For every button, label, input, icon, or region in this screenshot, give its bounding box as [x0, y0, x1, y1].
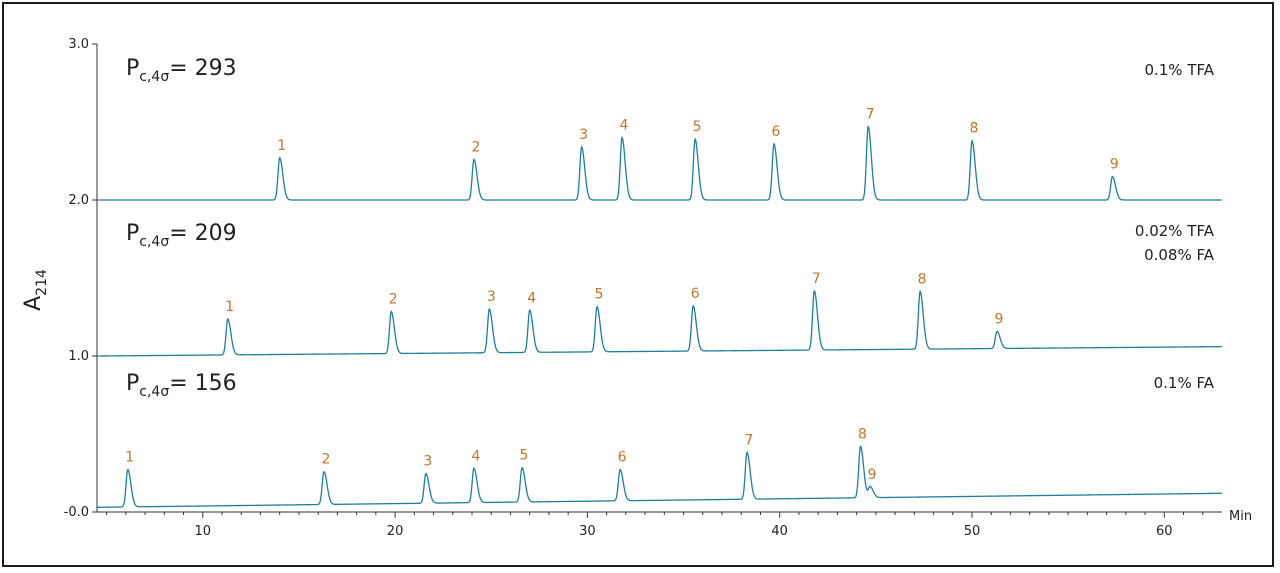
peak-label: 1 [277, 138, 286, 154]
plate-count-label: Pc,4σ= 209 [126, 221, 237, 250]
peak-label: 9 [868, 467, 877, 483]
peak-label: 3 [579, 127, 588, 143]
series-line [97, 125, 1222, 201]
peak-label: 2 [471, 139, 480, 155]
mobile-phase-label: 0.1% FA [1154, 374, 1215, 392]
peak-label: 2 [389, 291, 398, 307]
x-tick-label: 20 [387, 524, 404, 539]
peak-label: 6 [771, 124, 780, 140]
x-tick-label: 30 [579, 524, 596, 539]
plate-count-label: Pc,4σ= 156 [126, 371, 237, 400]
axes [96, 44, 1222, 513]
x-ticks: 10 20 30 40 50 60 [106, 512, 1204, 539]
x-tick-label: 40 [771, 524, 788, 539]
x-tick-label: 10 [194, 524, 211, 539]
peak-label: 5 [595, 287, 604, 303]
y-tick-label: -0.0 [64, 505, 89, 520]
x-axis-label: Min [1229, 509, 1252, 524]
peak-label: 8 [858, 426, 867, 442]
mobile-phase-label: 0.1% TFA [1144, 61, 1214, 79]
annotations: 1 2 3 4 5 6 7 8 9 Pc,4σ= 293 0.1% TFA 1 2 3 4 5 6 7 8 9 Pc,4… [125, 56, 1214, 483]
x-tick-label: 50 [964, 524, 981, 539]
peak-label: 3 [487, 289, 496, 305]
traces [96, 125, 1223, 508]
peak-label: 8 [970, 121, 979, 137]
y-axis-label: A214 [21, 269, 50, 311]
y-axis-label-sub: 214 [34, 269, 50, 296]
peak-label: 4 [527, 290, 536, 306]
y-tick-label: 2.0 [68, 193, 89, 208]
y-ticks: -0.0 1.0 2.0 3.0 [64, 37, 97, 520]
peak-label: 7 [812, 271, 821, 287]
peak-label: 1 [225, 299, 234, 315]
peak-label: 4 [471, 448, 480, 464]
peak-label: 6 [691, 286, 700, 302]
peak-label: 5 [693, 119, 702, 135]
peak-label: 9 [1110, 157, 1119, 173]
peak-label: 4 [620, 118, 629, 134]
series-line [97, 289, 1222, 357]
peak-label: 2 [321, 452, 330, 468]
peak-label: 9 [995, 311, 1004, 327]
y-axis-label-main: A [21, 296, 46, 311]
y-tick-label: 3.0 [68, 37, 89, 52]
mobile-phase-label: 0.02% TFA [1135, 222, 1215, 240]
x-tick-label: 60 [1156, 524, 1173, 539]
plate-count-label: Pc,4σ= 293 [126, 56, 237, 85]
peak-label: 8 [918, 271, 927, 287]
mobile-phase-label: 0.08% FA [1144, 246, 1215, 264]
peak-label: 1 [125, 449, 134, 465]
peak-label: 5 [520, 448, 529, 464]
peak-label: 3 [423, 454, 432, 470]
chart-frame [2, 2, 1274, 567]
peak-label: 7 [866, 107, 875, 123]
y-tick-label: 1.0 [68, 349, 89, 364]
peak-label: 6 [618, 450, 627, 466]
peak-label: 7 [745, 432, 754, 448]
series-line [96, 444, 1223, 508]
